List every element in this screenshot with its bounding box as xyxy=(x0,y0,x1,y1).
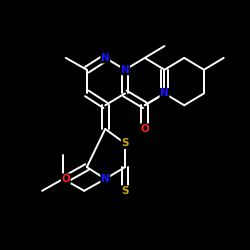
Text: N: N xyxy=(101,53,110,63)
Text: N: N xyxy=(160,88,169,99)
Text: O: O xyxy=(140,124,149,134)
Text: S: S xyxy=(121,138,129,148)
Text: O: O xyxy=(62,174,70,184)
Text: N: N xyxy=(101,174,110,184)
Text: N: N xyxy=(120,65,130,75)
Text: S: S xyxy=(121,186,129,196)
